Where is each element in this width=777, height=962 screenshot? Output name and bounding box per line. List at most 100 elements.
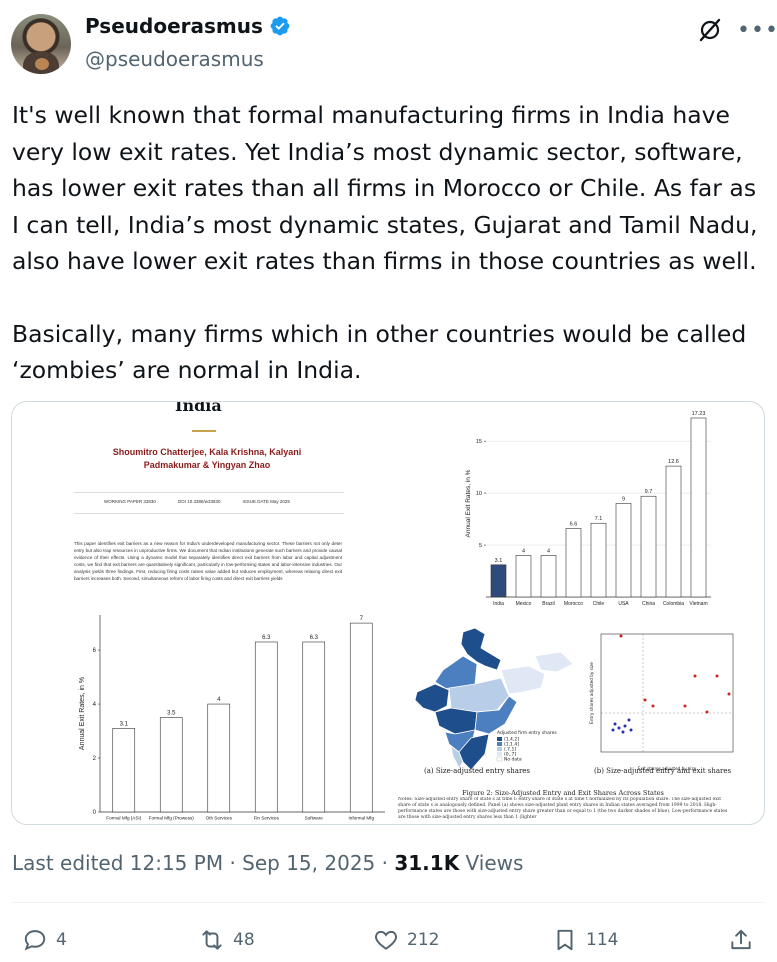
paper-abstract: This paper identifies exit barriers as a… [74,541,342,581]
bar-value-label: 4 [547,548,550,554]
y-tick-label: 4 [93,702,97,708]
authors-line-2: Padmakumar & Yingyan Zhao [143,460,271,470]
action-bar: 4 48 212 114 [0,927,777,957]
y-tick-label: 0 [93,810,97,816]
bookmark-count: 114 [586,930,619,950]
category-label: USA [618,601,629,607]
bar [159,717,183,813]
category-label: Formal Mfg (ASI) [106,816,141,821]
share-icon [731,929,751,950]
bar [302,641,326,813]
low-performance-points [611,718,633,734]
india-map-svg: Adjusted firm entry shares (1.4,2] (1,1.… [414,627,574,771]
views-label: Views [459,851,524,875]
y-axis-label: Annual Exit Rates, in % [465,469,472,537]
author-handle[interactable]: @pseudoerasmus [85,47,264,71]
author-name-row: Pseudoerasmus [85,14,291,38]
y-tick-label: 5 [479,543,482,549]
bar [490,564,507,598]
category-label: China [642,601,655,607]
bar [112,728,136,813]
y-tick-label: 6 [93,648,97,654]
bar [349,622,373,813]
bar [207,703,231,813]
map-gujarat [414,683,450,713]
media-image[interactable]: India Shoumitro Chatterjee, Kala Krishna… [11,401,765,825]
bookmark-icon [557,929,573,951]
map-legend-label: No data [504,757,522,763]
paper-meta: WORKING PAPER 33830 DOI 10.3386/w33830 I… [104,499,290,504]
bar [515,555,532,598]
avatar[interactable] [11,14,71,74]
map-east [500,665,546,695]
map-north [460,627,502,671]
meta-rule-bottom [74,513,344,514]
tweet-paragraph-1: It's well known that formal manufacturin… [12,101,758,275]
scatter-y-label: Entry shares adjusted by size [589,662,594,724]
bookmark-button[interactable]: 114 [552,927,618,953]
bar [615,503,632,598]
meta-rule-top [74,492,344,493]
figure-title: Figure 2: Size-Adjusted Entry and Exit S… [462,789,664,797]
bar [540,555,557,598]
bar [665,465,682,598]
map-maharashtra [434,707,478,735]
bar [254,641,278,813]
bar-value-label: 7.1 [595,516,603,522]
category-label: Chile [593,601,605,607]
paper-doi: DOI 10.3386/w33830 [177,499,221,504]
map-caption: (a) Size-adjusted entry shares [424,767,531,775]
category-label: Colombia [663,601,684,607]
y-axis-label: Annual Exit Rates, in % [79,677,86,750]
reply-icon [24,930,46,951]
entry-exit-scatter: Exit shares adjusted by size Entry share… [587,628,737,778]
map-legend-label: (1.4,2] [504,737,519,743]
category-label: Morocco [564,601,583,607]
more-options-icon[interactable]: ••• [737,18,777,43]
like-button[interactable]: 212 [373,927,439,953]
share-button[interactable] [728,927,754,953]
repost-button[interactable]: 48 [199,927,255,953]
scatter-svg: Exit shares adjusted by size Entry share… [589,633,734,771]
y-tick-label: 10 [476,491,482,497]
category-label: Informal Mfg [348,816,374,821]
views-count: 31.1K [394,851,460,875]
tweet-text: It's well known that formal manufacturin… [12,97,764,389]
authors-line-1: Shoumitro Chatterjee, Kala Krishna, Kaly… [112,447,302,457]
sector-exit-chart-svg: 0 2 4 6 Annual Exit Rates, in % 3.1 Formal Mfg… [79,615,385,821]
bar-value-label: 9 [622,497,625,503]
category-label: Fin Services [254,816,280,821]
avatar-dog [35,58,49,70]
edited-label[interactable]: Last edited 12:15 PM · Sep 15, 2025 · [12,851,395,875]
grok-icon[interactable] [697,17,723,43]
country-exit-chart: 5 10 15 Annual Exit Rates, in % 3.1 India 4 Mex… [446,402,746,614]
repost-icon [202,930,222,950]
display-name[interactable]: Pseudoerasmus [85,14,263,38]
category-label: Brazil [542,601,555,607]
verified-badge-icon [270,16,290,36]
reply-button[interactable]: 4 [22,927,67,953]
figure-notes: Notes: Size-adjusted entry share of stat… [398,797,728,820]
bar-value-label: 3.1 [495,558,503,564]
category-label: Vietnam [689,601,707,607]
bar [565,528,582,598]
paper-title: India [175,401,222,415]
category-label: India [493,601,504,607]
bar [640,495,657,598]
like-count: 212 [407,930,440,950]
repost-count: 48 [233,930,255,950]
map-legend-label: (1,1.4] [504,742,519,748]
issue-date: ISSUE DATE May 2025 [242,499,290,504]
bar-value-label: 7 [360,616,364,622]
category-label: Mexico [516,601,532,607]
country-exit-chart-svg: 5 10 15 Annual Exit Rates, in % 3.1 India 4 Mex… [465,411,711,607]
bar [690,417,707,598]
tweet-paragraph-2: Basically, many firms which in other cou… [12,319,747,385]
paper-authors: Shoumitro Chatterjee, Kala Krishna, Kaly… [72,446,342,472]
scatter-caption: (b) Size-adjusted entry and exit shares [594,767,732,775]
bar-value-label: 17.23 [692,411,706,417]
bar-value-label: 9.7 [645,489,653,495]
high-performance-points [619,634,731,714]
category-label: Software [305,816,324,821]
scatter-x-label: Exit shares adjusted by size [638,766,697,771]
